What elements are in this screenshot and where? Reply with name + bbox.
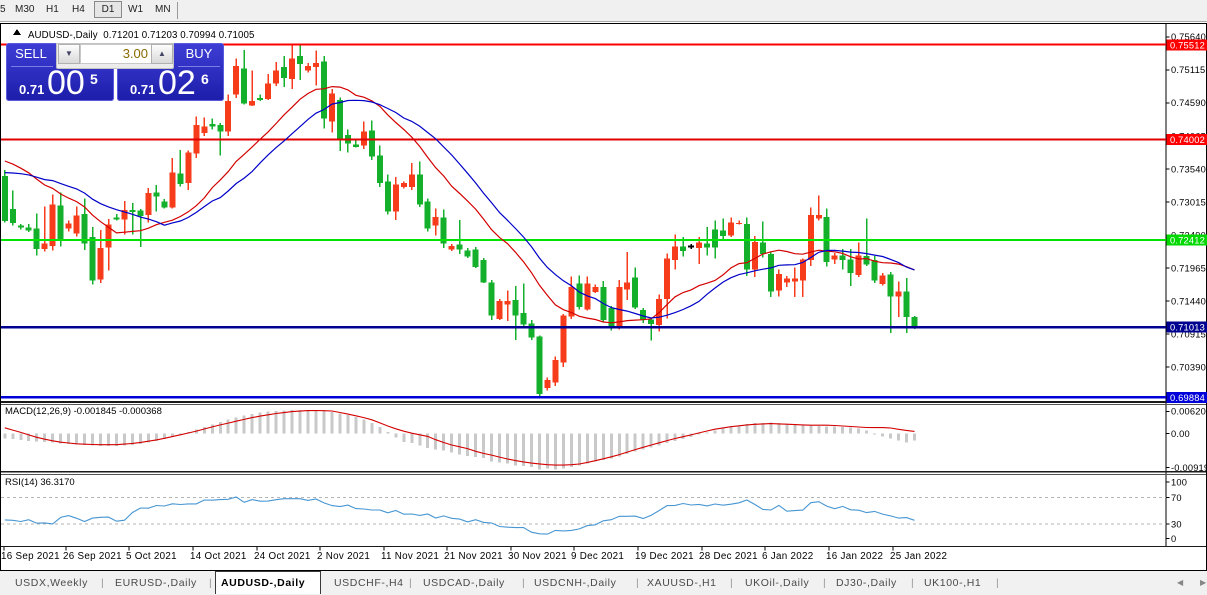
svg-text:5 Oct 2021: 5 Oct 2021 [126, 551, 177, 562]
svg-text:0.75512: 0.75512 [1170, 40, 1205, 50]
svg-text:11 Nov 2021: 11 Nov 2021 [381, 551, 439, 562]
svg-text:21 Nov 2021: 21 Nov 2021 [444, 551, 503, 562]
svg-text:0.70915: 0.70915 [1171, 329, 1206, 339]
svg-text:0.69884: 0.69884 [1170, 393, 1205, 403]
svg-text:0.00: 0.00 [1171, 429, 1190, 439]
svg-text:30 Nov 2021: 30 Nov 2021 [508, 551, 567, 562]
svg-text:14 Oct 2021: 14 Oct 2021 [190, 551, 247, 562]
svg-text:-0.009197: -0.009197 [1171, 463, 1207, 473]
svg-text:0.74590: 0.74590 [1171, 98, 1206, 108]
svg-text:0.75115: 0.75115 [1171, 65, 1205, 75]
svg-text:100: 100 [1171, 477, 1187, 487]
svg-text:0.71965: 0.71965 [1171, 263, 1206, 273]
svg-text:2 Nov 2021: 2 Nov 2021 [317, 551, 370, 562]
svg-text:6 Jan 2022: 6 Jan 2022 [762, 551, 813, 562]
svg-text:MACD(12,26,9) -0.001845 -0.000: MACD(12,26,9) -0.001845 -0.000368 [5, 406, 162, 417]
svg-text:16 Jan 2022: 16 Jan 2022 [826, 551, 883, 562]
svg-text:0.73540: 0.73540 [1171, 164, 1206, 174]
svg-text:0.74002: 0.74002 [1170, 135, 1205, 145]
svg-text:16 Sep 2021: 16 Sep 2021 [1, 551, 60, 562]
svg-text:70: 70 [1171, 493, 1182, 503]
svg-text:0.71013: 0.71013 [1170, 322, 1205, 332]
svg-text:0.73015: 0.73015 [1171, 197, 1206, 207]
svg-text:25 Jan 2022: 25 Jan 2022 [890, 551, 947, 562]
svg-text:0: 0 [1171, 534, 1176, 544]
svg-text:RSI(14) 36.3170: RSI(14) 36.3170 [5, 477, 75, 488]
svg-text:0.75640: 0.75640 [1171, 32, 1206, 42]
svg-text:26 Sep 2021: 26 Sep 2021 [63, 551, 122, 562]
svg-text:0.72412: 0.72412 [1170, 235, 1205, 245]
svg-text:28 Dec 2021: 28 Dec 2021 [699, 551, 758, 562]
svg-text:19 Dec 2021: 19 Dec 2021 [635, 551, 694, 562]
svg-text:AUDUSD-,Daily 0.71201 0.71203: AUDUSD-,Daily 0.71201 0.71203 0.70994 0.… [28, 30, 255, 41]
svg-text:9 Dec 2021: 9 Dec 2021 [571, 551, 624, 562]
svg-text:0.006201: 0.006201 [1171, 407, 1207, 417]
svg-text:0.70390: 0.70390 [1171, 362, 1206, 372]
svg-text:30: 30 [1171, 519, 1182, 529]
svg-text:24 Oct 2021: 24 Oct 2021 [254, 551, 311, 562]
svg-text:0.71440: 0.71440 [1171, 296, 1206, 306]
